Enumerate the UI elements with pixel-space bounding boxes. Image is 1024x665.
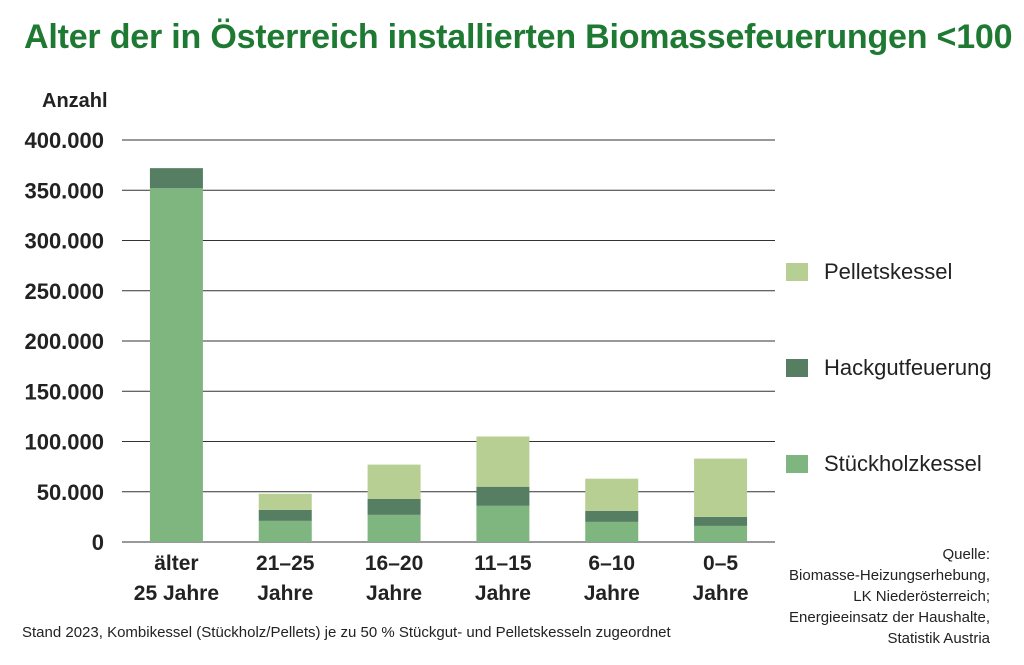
y-tick-label: 200.000 xyxy=(24,329,104,354)
x-tick-label: 16–20 xyxy=(365,552,423,575)
y-tick-label: 150.000 xyxy=(24,379,104,404)
source-line: Quelle: xyxy=(942,546,990,563)
legend-label-hackgutfeuerung: Hackgutfeuerung xyxy=(824,355,992,380)
y-tick-label: 0 xyxy=(92,530,104,555)
x-tick-label: 21–25 xyxy=(256,552,315,575)
chart-legend: Pelletskessel Hackgutfeuerung Stückholzk… xyxy=(786,259,1016,476)
x-tick-label: Jahre xyxy=(366,582,422,605)
y-tick-label: 250.000 xyxy=(24,279,104,304)
bar-segment xyxy=(149,168,203,189)
bar-segment xyxy=(476,436,530,487)
legend-swatch-hackgutfeuerung xyxy=(786,359,808,377)
legend-swatch-stueckholzkessel xyxy=(786,455,808,473)
x-tick-label: Jahre xyxy=(693,582,749,605)
legend-item-stueckholzkessel: Stückholzkessel xyxy=(786,451,1016,476)
y-tick-label: 350.000 xyxy=(24,178,104,203)
bar-segment xyxy=(367,498,421,515)
y-tick-label: 50.000 xyxy=(37,480,104,505)
y-tick-label: 400.000 xyxy=(24,128,104,153)
bar-segment xyxy=(694,525,748,542)
x-tick-label: 25 Jahre xyxy=(134,582,219,605)
x-tick-label: 0–5 xyxy=(703,552,738,575)
legend-label-pelletskessel: Pelletskessel xyxy=(824,259,953,284)
bar-segment xyxy=(585,478,639,511)
source-line: Biomasse-Heizungserhebung, xyxy=(789,567,990,584)
bar-segment xyxy=(258,520,312,542)
source-note: Quelle: Biomasse-Heizungserhebung, LK Ni… xyxy=(789,544,990,649)
y-tick-label: 100.000 xyxy=(24,430,104,455)
legend-item-pelletskessel: Pelletskessel xyxy=(786,259,1016,284)
bar-segment xyxy=(694,458,748,517)
legend-label-stueckholzkessel: Stückholzkessel xyxy=(824,451,982,476)
footnote: Stand 2023, Kombikessel (Stückholz/Pelle… xyxy=(22,624,671,641)
y-tick-label: 300.000 xyxy=(24,229,104,254)
bar-segment xyxy=(149,188,203,543)
source-line: LK Niederösterreich; xyxy=(853,588,990,605)
x-tick-label: Jahre xyxy=(257,582,313,605)
bar-segment xyxy=(258,493,312,510)
y-axis-label: Anzahl xyxy=(42,90,108,112)
bar-segment xyxy=(258,509,312,521)
x-tick-label: Jahre xyxy=(475,582,531,605)
legend-swatch-pelletskessel xyxy=(786,263,808,281)
x-tick-label: 11–15 xyxy=(474,552,532,575)
bar-segment xyxy=(367,464,421,499)
x-tick-label: älter xyxy=(154,552,198,575)
bar-segment xyxy=(367,514,421,542)
bar-segment xyxy=(694,516,748,526)
x-tick-label: Jahre xyxy=(584,582,640,605)
bar-segment xyxy=(476,486,530,506)
source-line: Energieeinsatz der Haushalte, xyxy=(789,609,990,626)
source-line: Statistik Austria xyxy=(887,630,990,647)
x-tick-label: 6–10 xyxy=(588,552,635,575)
chart-title: Alter der in Österreich installierten Bi… xyxy=(24,18,1024,56)
bar-segment xyxy=(585,521,639,542)
bar-segment xyxy=(476,505,530,542)
legend-item-hackgutfeuerung: Hackgutfeuerung xyxy=(786,355,1016,380)
bar-segment xyxy=(585,510,639,522)
